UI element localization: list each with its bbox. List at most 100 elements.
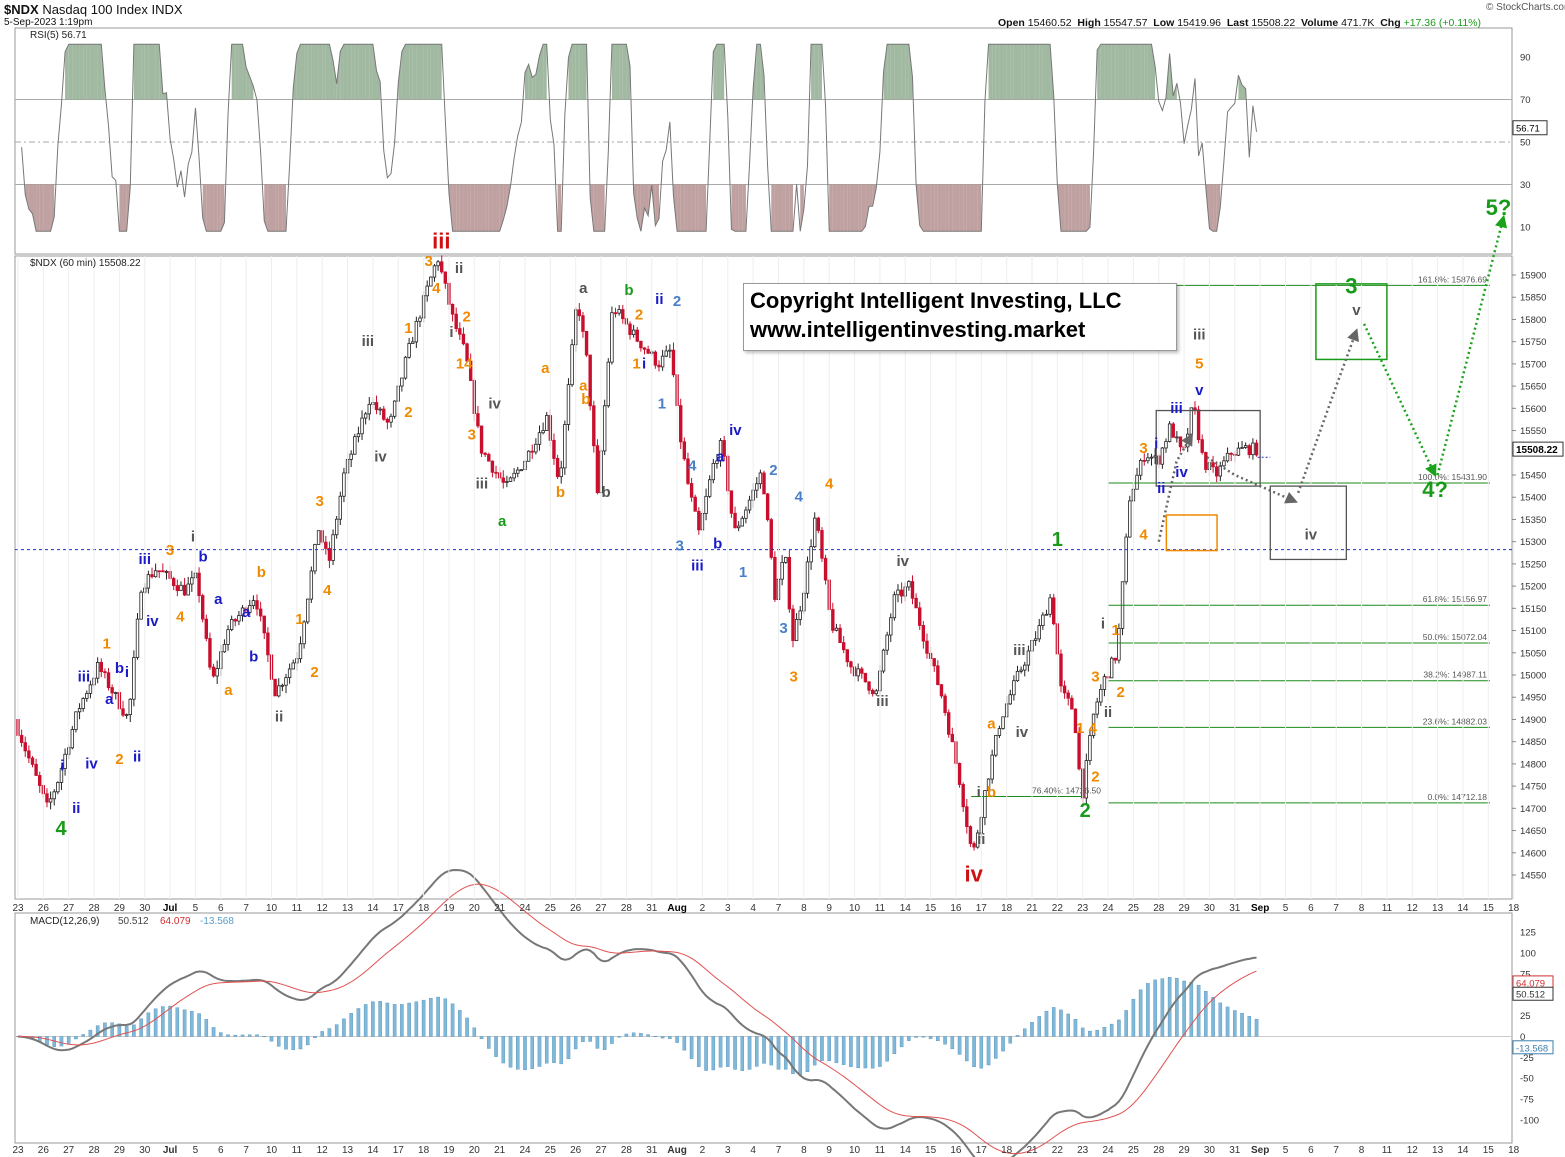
rsi-oversold-fill xyxy=(941,184,946,232)
candle-body xyxy=(595,445,600,494)
wave-label: 2 xyxy=(1117,684,1125,701)
macd-hist-bar xyxy=(783,1036,788,1070)
candle-body xyxy=(306,598,310,623)
candle-body xyxy=(468,360,473,381)
wave-label: a xyxy=(224,682,233,699)
macd-hist-bar xyxy=(1124,1010,1128,1037)
macd-legend-hist: -13.568 xyxy=(200,916,234,927)
candle-body xyxy=(1015,670,1020,682)
rsi-oversold-fill xyxy=(731,184,736,232)
rsi-overbought-fill xyxy=(1144,44,1148,100)
rsi-overbought-fill xyxy=(231,44,236,100)
rsi-oversold-fill xyxy=(858,184,862,232)
macd-hist-bar xyxy=(1225,1006,1230,1037)
candle-body xyxy=(382,408,386,420)
rsi-overbought-fill xyxy=(318,44,323,100)
candle-body xyxy=(820,530,824,559)
wave-label: ii xyxy=(72,800,80,817)
website-line: www.intelligentinvesting.market xyxy=(750,317,1086,342)
rsi-oversold-fill xyxy=(869,184,873,207)
last-price-label: 15508.22 xyxy=(1516,445,1558,456)
x-tick-label: 12 xyxy=(317,903,329,914)
candle-body xyxy=(1138,459,1143,476)
rsi-oversold-fill xyxy=(963,184,967,232)
rsi-overbought-fill xyxy=(1021,44,1025,100)
x-tick-label: 9 xyxy=(826,903,832,914)
candle-body xyxy=(653,351,658,366)
macd-hist-bar xyxy=(1247,1016,1252,1037)
candle-body xyxy=(1243,445,1248,448)
macd-hist-bar xyxy=(841,1036,846,1065)
x-tick-label: 20 xyxy=(469,903,481,914)
macd-hist-bar xyxy=(689,1036,694,1059)
macd-hist-bar xyxy=(849,1036,853,1067)
x-tick-label: 22 xyxy=(1052,1145,1064,1156)
index-name: Nasdaq 100 Index xyxy=(42,2,148,17)
rsi-legend: RSI(5) 56.71 xyxy=(30,30,87,41)
macd-hist-bar xyxy=(1008,1036,1013,1044)
macd-hist-bar xyxy=(653,1036,658,1038)
candle-body xyxy=(106,672,111,689)
price-y-label: 14750 xyxy=(1520,782,1546,793)
macd-hist-bar xyxy=(414,1001,419,1037)
fib-label: 23.6%: 14882.03 xyxy=(1423,716,1488,726)
candle-body xyxy=(63,753,67,769)
candle-body xyxy=(541,430,545,434)
x-tick-label: 29 xyxy=(1179,1145,1191,1156)
x-tick-label: 6 xyxy=(218,1145,224,1156)
candle-body xyxy=(1135,474,1139,490)
wave-label: v xyxy=(1195,382,1204,399)
rsi-oversold-fill xyxy=(264,184,268,232)
macd-hist-bar xyxy=(400,1004,404,1037)
macd-hist-bar xyxy=(1211,997,1215,1037)
rsi-overbought-fill xyxy=(568,44,573,100)
x-tick-label: 6 xyxy=(1308,903,1314,914)
rsi-oversold-fill xyxy=(959,184,964,232)
wave-label: 1 xyxy=(1076,720,1084,737)
rsi-oversold-fill xyxy=(742,184,746,232)
candle-body xyxy=(135,618,140,658)
rsi-overbought-fill xyxy=(626,44,631,100)
macd-hist-bar xyxy=(769,1036,774,1066)
rsi-overbought-fill xyxy=(369,44,373,100)
macd-hist-bar xyxy=(487,1036,491,1049)
candle-body xyxy=(34,763,38,776)
x-tick-label: 25 xyxy=(1128,903,1140,914)
macd-hist-bar xyxy=(1080,1027,1085,1037)
x-tick-label: 15 xyxy=(925,1145,937,1156)
macd-hist-bar xyxy=(233,1034,238,1037)
candle-body xyxy=(1214,466,1219,477)
candle-body xyxy=(838,627,842,643)
x-tick-label: 6 xyxy=(1308,1145,1314,1156)
rsi-overbought-fill xyxy=(1035,44,1040,100)
candle-body xyxy=(414,320,419,343)
x-tick-label: 7 xyxy=(1333,903,1339,914)
price-y-label: 15900 xyxy=(1520,271,1546,282)
macd-hist-bar xyxy=(421,999,426,1037)
x-tick-label: 5 xyxy=(1283,903,1289,914)
wave-label: ii xyxy=(1157,480,1165,497)
rsi-overbought-fill xyxy=(423,44,428,100)
candle-body xyxy=(668,349,672,352)
candle-body xyxy=(164,571,169,573)
candle-body xyxy=(465,343,469,362)
candle-body xyxy=(628,323,632,335)
candle-body xyxy=(566,384,571,425)
fib-label: 38.2%: 14987.11 xyxy=(1423,670,1487,680)
x-tick-label: 19 xyxy=(443,1145,455,1156)
macd-hist-bar xyxy=(1175,977,1179,1037)
wave-label: iii xyxy=(78,669,91,686)
price-y-label: 15350 xyxy=(1520,515,1546,526)
candle-body xyxy=(813,517,817,548)
candle-body xyxy=(526,450,531,462)
wave-label: iv xyxy=(1175,464,1188,481)
price-y-label: 14700 xyxy=(1520,804,1546,815)
candle-body xyxy=(588,354,592,407)
wave-label: 5 xyxy=(1195,355,1203,372)
candle-body xyxy=(215,668,219,677)
candle-body xyxy=(403,356,408,379)
x-tick-label: 5 xyxy=(1283,1145,1289,1156)
fib-label: 161.8%: 15876.69 xyxy=(1418,274,1487,284)
candle-body xyxy=(1171,423,1175,438)
wave-label: ii xyxy=(977,831,985,848)
